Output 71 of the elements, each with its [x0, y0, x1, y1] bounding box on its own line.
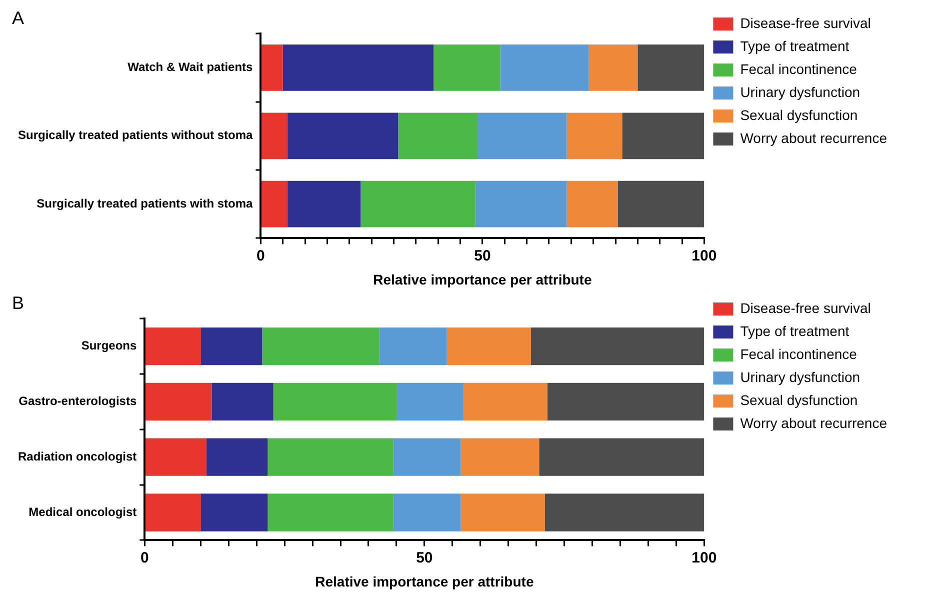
x-tick-label: 100	[692, 247, 717, 264]
bar	[434, 44, 500, 91]
y-tick-label: Radiation oncologist	[18, 449, 137, 464]
legend-label: Urinary dysfunction	[740, 84, 860, 100]
bar	[396, 382, 464, 421]
bar	[145, 438, 206, 476]
bar	[460, 494, 545, 532]
bar	[261, 44, 283, 91]
bar	[394, 438, 461, 476]
bar	[548, 382, 704, 421]
bar	[478, 112, 567, 160]
legend-label: Worry about recurrence	[740, 130, 888, 146]
legend-label: Sexual dysfunction	[740, 392, 858, 408]
legend-label: Urinary dysfunction	[740, 368, 860, 385]
bar	[638, 44, 704, 91]
bar	[566, 180, 618, 228]
bar	[261, 180, 288, 228]
y-tick-label: Surgically treated patients without stoma	[18, 128, 254, 142]
x-tick-label: 50	[416, 549, 433, 566]
x-axis-title: Relative importance per attribute	[373, 271, 592, 288]
bar	[464, 382, 548, 421]
bar	[212, 382, 274, 421]
legend-label: Type of treatment	[740, 38, 850, 54]
bar	[273, 382, 396, 421]
bar	[618, 180, 704, 228]
legend-label: Sexual dysfunction	[740, 106, 858, 123]
bar	[460, 438, 540, 476]
bar	[476, 180, 567, 228]
legend-label: Fecal incontinence	[740, 346, 858, 362]
y-tick-label: Watch & Wait patients	[128, 60, 254, 74]
bar	[394, 494, 461, 532]
bar	[530, 327, 704, 366]
legend-label: Type of treatment	[740, 322, 850, 339]
bar	[145, 382, 212, 421]
x-tick-label: 0	[256, 247, 265, 264]
legend-label: Fecal incontinence	[740, 60, 858, 77]
bar	[566, 112, 622, 160]
chart-title: B	[12, 292, 24, 313]
legend-label: Worry about recurrence	[740, 414, 888, 431]
bar	[588, 44, 638, 91]
bar	[544, 494, 704, 532]
bar	[268, 438, 394, 476]
x-tick-label: 0	[140, 549, 149, 566]
bar	[282, 44, 434, 91]
bar	[287, 112, 398, 160]
bar	[539, 438, 704, 476]
x-tick-label: 50	[474, 247, 491, 264]
x-axis-title: Relative importance per attribute	[315, 573, 534, 590]
bar	[200, 494, 268, 532]
bar	[200, 327, 262, 366]
bar	[261, 112, 288, 160]
bar	[268, 494, 394, 532]
bar	[145, 494, 201, 532]
y-tick-label: Gastro-enterologists	[18, 394, 137, 408]
bar	[145, 327, 201, 366]
bar	[206, 438, 268, 476]
x-tick-label: 100	[692, 549, 717, 566]
y-tick-label: Surgeons	[81, 338, 137, 353]
text: A	[12, 8, 24, 28]
bar	[287, 180, 360, 228]
legend-label: Disease-free survival	[740, 300, 871, 316]
bar	[398, 112, 478, 160]
bar	[622, 112, 704, 160]
bar	[446, 327, 531, 366]
y-tick-label: Surgically treated patients with stoma	[36, 196, 254, 210]
bar	[380, 327, 447, 366]
bar	[360, 180, 476, 228]
bar	[262, 327, 380, 366]
bar	[500, 44, 589, 91]
legend-label: Disease-free survival	[740, 14, 871, 31]
y-tick-label: Medical oncologist	[28, 504, 137, 519]
